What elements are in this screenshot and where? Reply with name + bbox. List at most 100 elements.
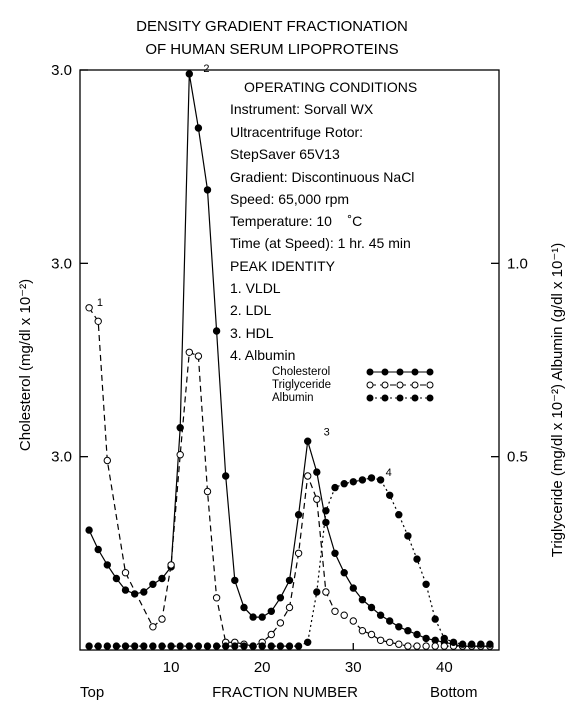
point-albumin-16: [231, 642, 239, 650]
left-y-axis: 3.0 3.0 3.0: [51, 62, 88, 466]
point-albumin-9: [167, 642, 175, 650]
point-albumin-21: [276, 642, 285, 650]
x-axis-end-label-top: Top: [80, 684, 104, 701]
point-albumin-31: [367, 474, 376, 482]
legend-swatch-marker-cholesterol-4: [426, 368, 434, 376]
chart-title-line-1: DENSITY GRADIENT FRACTIONATION: [136, 18, 408, 35]
point-cholesterol-24: [304, 437, 312, 445]
point-albumin-37: [422, 580, 430, 588]
point-cholesterol-20: [267, 607, 275, 615]
point-triglyceride-8: [185, 348, 194, 356]
legend-swatch-marker-triglyceride-1: [381, 381, 389, 389]
point-triglyceride-28: [367, 630, 376, 639]
point-triglyceride-32: [404, 642, 412, 650]
point-triglyceride-35: [431, 642, 439, 650]
point-cholesterol-22: [285, 576, 294, 585]
point-albumin-20: [267, 642, 275, 650]
point-triglyceride-19: [285, 603, 294, 612]
legend-swatch-marker-triglyceride-3: [411, 381, 419, 389]
peak-label-2: 2: [203, 63, 209, 75]
peak-label-3: 3: [324, 426, 330, 438]
point-albumin-38: [431, 615, 439, 623]
point-cholesterol-4: [121, 586, 130, 594]
peak-identity-vldl: 1. VLDL: [230, 280, 281, 296]
point-albumin-0: [85, 642, 93, 650]
point-albumin-7: [149, 642, 157, 650]
point-triglyceride-5: [158, 615, 166, 623]
point-triglyceride-29: [376, 636, 385, 644]
point-albumin-30: [358, 476, 367, 484]
point-albumin-26: [322, 507, 330, 515]
point-albumin-19: [258, 642, 266, 650]
legend-swatch-marker-cholesterol-2: [396, 368, 404, 376]
point-triglyceride-27: [358, 627, 367, 635]
condition-line-rotor-model: StepSaver 65V13: [230, 146, 340, 162]
point-triglyceride-7: [176, 451, 184, 459]
point-albumin-11: [185, 642, 194, 650]
point-cholesterol-7: [149, 580, 157, 588]
point-triglyceride-23: [322, 588, 330, 596]
point-albumin-1: [94, 642, 102, 650]
x-axis-end-label-bottom: Bottom: [430, 684, 478, 701]
point-cholesterol-5: [131, 590, 139, 598]
point-albumin-25: [313, 588, 321, 596]
point-cholesterol-30: [358, 596, 367, 604]
right-y-axis: 0.5 1.0: [491, 255, 528, 466]
point-triglyceride-2: [103, 456, 112, 465]
x-tick-label-2: 30: [345, 659, 362, 676]
point-cholesterol-8: [158, 574, 166, 583]
point-cholesterol-12: [194, 124, 203, 132]
point-cholesterol-2: [103, 561, 112, 569]
peak-label-1: 1: [97, 297, 103, 309]
legend-swatch-marker-triglyceride-2: [396, 381, 404, 389]
point-albumin-15: [222, 642, 230, 650]
x-tick-label-3: 40: [436, 659, 453, 676]
legend-swatch-marker-cholesterol-0: [366, 368, 374, 376]
point-triglyceride-20: [294, 549, 303, 557]
point-cholesterol-1: [94, 545, 102, 554]
point-triglyceride-26: [349, 617, 357, 625]
point-cholesterol-31: [367, 603, 376, 612]
point-cholesterol-28: [340, 569, 348, 577]
y-axis-label-left: Cholesterol (mg/dl x 10⁻²): [17, 279, 34, 451]
left-y-tick-label-2: 3.0: [51, 62, 72, 79]
point-triglyceride-22: [313, 495, 321, 503]
x-tick-label-1: 20: [254, 659, 271, 676]
point-cholesterol-16: [231, 576, 239, 585]
point-cholesterol-23: [294, 511, 303, 519]
peak-labels: 1 2 3 4: [97, 63, 392, 479]
point-triglyceride-34: [422, 642, 430, 650]
point-albumin-10: [176, 642, 184, 650]
legend-label-cholesterol: Cholesterol: [272, 366, 330, 378]
point-albumin-2: [103, 642, 112, 650]
condition-line-temperature: Temperature: 10 ˚C: [230, 213, 362, 229]
point-triglyceride-31: [395, 640, 403, 648]
point-cholesterol-17: [240, 603, 248, 612]
plot-area-frame: [79, 69, 500, 651]
point-albumin-4: [121, 642, 130, 650]
point-cholesterol-32: [376, 611, 385, 619]
legend: Cholesterol Triglyceride Albumin: [272, 366, 434, 404]
point-triglyceride-25: [340, 611, 348, 619]
left-y-tick-label-0: 3.0: [51, 449, 72, 466]
point-albumin-39: [440, 634, 448, 643]
right-y-tick-label-0: 0.5: [507, 449, 528, 466]
point-cholesterol-11: [185, 70, 194, 78]
point-albumin-6: [140, 642, 148, 650]
legend-label-triglyceride: Triglyceride: [272, 379, 331, 391]
point-triglyceride-21: [304, 472, 312, 480]
x-tick-label-0: 10: [163, 659, 180, 676]
legend-swatch-marker-cholesterol-1: [381, 368, 389, 376]
peak-identity-hdl: 3. HDL: [230, 325, 274, 341]
point-triglyceride-1: [94, 317, 102, 325]
point-albumin-34: [395, 511, 403, 519]
legend-swatch-marker-triglyceride-0: [366, 381, 374, 389]
point-albumin-5: [131, 642, 139, 650]
point-albumin-24: [304, 638, 312, 646]
point-triglyceride-17: [267, 630, 275, 639]
point-triglyceride-11: [212, 594, 221, 602]
point-triglyceride-0: [85, 304, 93, 312]
point-albumin-17: [240, 642, 248, 650]
point-albumin-12: [194, 642, 203, 650]
